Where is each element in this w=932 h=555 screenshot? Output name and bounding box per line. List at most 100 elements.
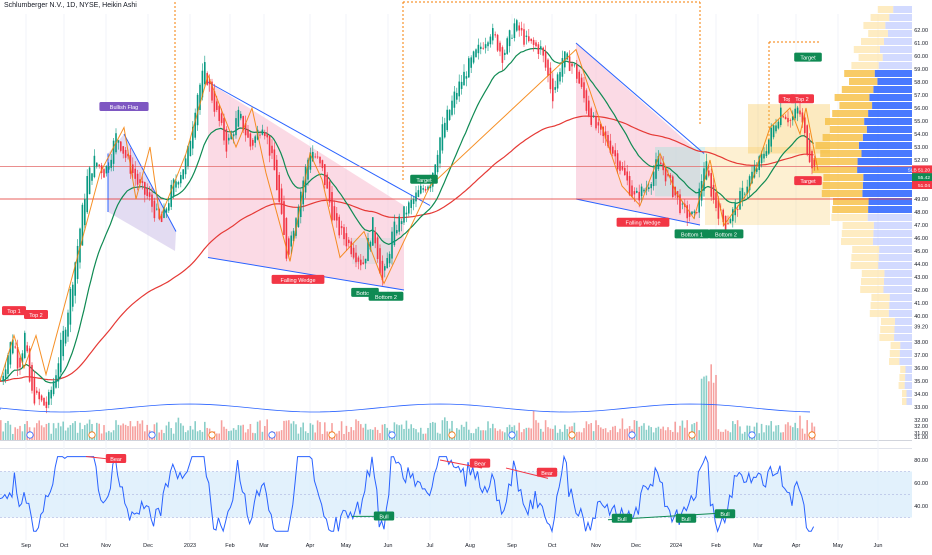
volume-bar	[456, 428, 458, 440]
candle-body	[444, 122, 446, 138]
volume-bar	[480, 430, 482, 440]
volume-bar	[760, 423, 763, 440]
volume-bar	[235, 429, 237, 440]
candle-body	[583, 82, 585, 99]
price-annotation-bg	[24, 310, 48, 319]
candle-body	[96, 162, 98, 167]
volume-bar	[698, 430, 700, 440]
event-marker	[628, 431, 636, 439]
candle-body	[79, 228, 81, 263]
rsi-axis-label: 40.00	[914, 504, 928, 510]
candle-body	[261, 129, 264, 135]
vp-bar-blue	[857, 166, 912, 173]
candle-body	[33, 377, 36, 404]
candle-body	[669, 174, 672, 178]
volume-bar	[775, 425, 777, 440]
candle-body	[552, 78, 554, 102]
price-annotation-bg	[794, 176, 822, 186]
wedge-line	[575, 198, 701, 226]
price-axis-label: 57.00	[914, 93, 928, 99]
volume-bar	[708, 381, 710, 440]
vp-bar-orange	[833, 198, 869, 205]
volume-bar	[357, 420, 360, 440]
volume-bar	[194, 421, 196, 440]
candle-body	[427, 186, 429, 190]
volume-bar	[494, 428, 496, 440]
price-axis-label: 31.00	[914, 431, 928, 437]
price-axis-label: 45.00	[914, 249, 928, 255]
candle-body	[328, 181, 331, 203]
candle-body	[494, 34, 496, 36]
candle-body	[28, 348, 31, 382]
candle-body	[513, 23, 516, 38]
vp-bar-blue	[904, 382, 912, 389]
volume-bar	[252, 432, 254, 440]
candle-body	[597, 122, 600, 126]
candle-body	[144, 182, 146, 195]
volume-bar	[684, 427, 686, 440]
candle-body	[103, 169, 105, 178]
vp-bar-blue	[888, 310, 912, 317]
candle-body	[316, 156, 319, 158]
candle-body	[655, 159, 657, 179]
price-annotation: Target	[800, 56, 816, 62]
candle-body	[712, 184, 715, 200]
rsi-annotation: Bull	[617, 517, 626, 523]
volume-bar	[132, 426, 134, 440]
candle-body	[400, 221, 403, 225]
volume-bar	[736, 420, 739, 440]
volume-bar	[264, 426, 266, 440]
candle-body	[710, 173, 712, 197]
volume-bar	[326, 431, 328, 440]
volume-bar	[427, 427, 429, 440]
candle-body	[307, 159, 309, 180]
price-tag-bg	[912, 165, 932, 174]
candle-body	[211, 81, 213, 101]
volume-bar	[196, 431, 199, 440]
volume-bar	[700, 378, 703, 440]
candle-body	[230, 133, 232, 140]
vp-bar-orange	[861, 270, 885, 277]
candle-body	[194, 112, 196, 138]
volume-bar	[465, 421, 468, 440]
x-axis-label: Apr	[792, 543, 801, 549]
volume-bar	[811, 422, 813, 440]
volume-bar	[458, 429, 460, 440]
volume-bar	[50, 433, 52, 440]
vp-bar-orange	[853, 46, 880, 53]
candle-body	[792, 116, 794, 121]
vp-bar-blue	[878, 62, 912, 69]
candle-body	[336, 213, 338, 221]
candle-body	[16, 347, 19, 369]
volume-bar	[0, 420, 2, 440]
event-marker	[26, 431, 34, 439]
price-annotation: Target	[800, 179, 816, 185]
candle-body	[511, 37, 513, 39]
value-area-upper	[748, 104, 830, 154]
volume-bar	[729, 432, 732, 440]
volume-bar	[192, 429, 194, 440]
volume-bar	[278, 431, 280, 440]
volume-bar	[379, 433, 381, 440]
volume-bar	[244, 432, 247, 440]
volume-bar	[451, 420, 453, 440]
volume-bar	[225, 428, 228, 440]
volume-bar	[108, 430, 110, 440]
volume-bar	[76, 432, 79, 440]
vp-bar-blue	[905, 374, 912, 381]
volume-bar	[230, 430, 232, 440]
candle-body	[412, 198, 415, 204]
x-axis-label: Aug	[465, 543, 475, 549]
volume-bar	[796, 428, 799, 440]
volume-bar	[746, 425, 748, 440]
volume-bar	[777, 425, 780, 440]
volume-bar	[650, 427, 652, 440]
volume-bar	[381, 424, 384, 440]
bullish-flag-area	[108, 134, 176, 251]
volume-bar	[146, 424, 148, 440]
volume-bar	[232, 428, 235, 440]
vp-bar-blue	[883, 278, 912, 285]
candle-body	[148, 192, 151, 197]
